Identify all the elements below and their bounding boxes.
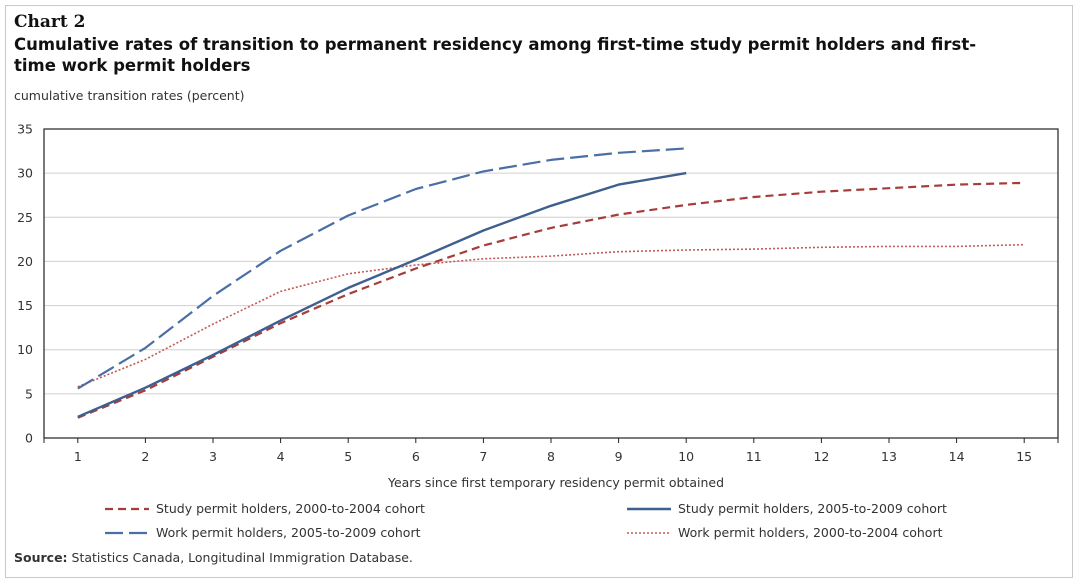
- x-tick-label: 7: [479, 449, 487, 464]
- series-line-1: [77, 171, 687, 418]
- source-note: Source: Statistics Canada, Longitudinal …: [14, 550, 413, 565]
- x-tick-label: 13: [881, 449, 897, 464]
- series-line-3: [77, 243, 1025, 388]
- x-tick-label: 9: [615, 449, 623, 464]
- legend-label-work-2005-2009: Work permit holders, 2005-to-2009 cohort: [156, 525, 421, 540]
- x-tick-label: 8: [547, 449, 555, 464]
- legend-swatch-work-2005-2009: [105, 531, 149, 535]
- x-tick-label: 14: [949, 449, 965, 464]
- y-tick-label: 30: [17, 166, 33, 181]
- y-tick-label: 20: [17, 254, 33, 269]
- x-tick-label: 2: [141, 449, 149, 464]
- x-tick-label: 5: [344, 449, 352, 464]
- legend-label-work-2000-2004: Work permit holders, 2000-to-2004 cohort: [678, 525, 943, 540]
- legend-label-study-2005-2009: Study permit holders, 2005-to-2009 cohor…: [678, 501, 947, 516]
- y-tick-label: 10: [17, 342, 33, 357]
- legend-swatch-work-2000-2004: [627, 532, 671, 534]
- x-tick-label: 6: [412, 449, 420, 464]
- y-axis-title: cumulative transition rates (percent): [14, 88, 245, 103]
- chart-title: Cumulative rates of transition to perman…: [14, 35, 977, 75]
- source-label: Source:: [14, 550, 68, 565]
- x-tick-label: 4: [277, 449, 285, 464]
- x-tick-label: 11: [746, 449, 762, 464]
- y-tick-label: 25: [17, 210, 33, 225]
- series-line-2: [77, 147, 687, 390]
- y-tick-label: 5: [25, 386, 33, 401]
- legend-swatch-study-2005-2009: [627, 507, 671, 511]
- y-tick-label: 35: [17, 122, 33, 137]
- source-text: Statistics Canada, Longitudinal Immigrat…: [67, 550, 413, 565]
- x-tick-label: 3: [209, 449, 217, 464]
- y-tick-label: 0: [25, 431, 33, 446]
- x-axis-title: Years since first temporary residency pe…: [387, 475, 725, 490]
- y-tick-label: 15: [17, 298, 33, 313]
- x-tick-label: 10: [678, 449, 694, 464]
- legend-swatch-study-2000-2004: [105, 507, 149, 511]
- chart-number: Chart 2: [14, 12, 86, 32]
- chart-frame: [5, 5, 1073, 578]
- series-line-0: [77, 181, 1025, 419]
- x-tick-label: 1: [74, 449, 82, 464]
- x-tick-label: 12: [813, 449, 829, 464]
- plot-area: [43, 128, 1059, 439]
- x-tick-label: 15: [1016, 449, 1032, 464]
- legend-label-study-2000-2004: Study permit holders, 2000-to-2004 cohor…: [156, 501, 425, 516]
